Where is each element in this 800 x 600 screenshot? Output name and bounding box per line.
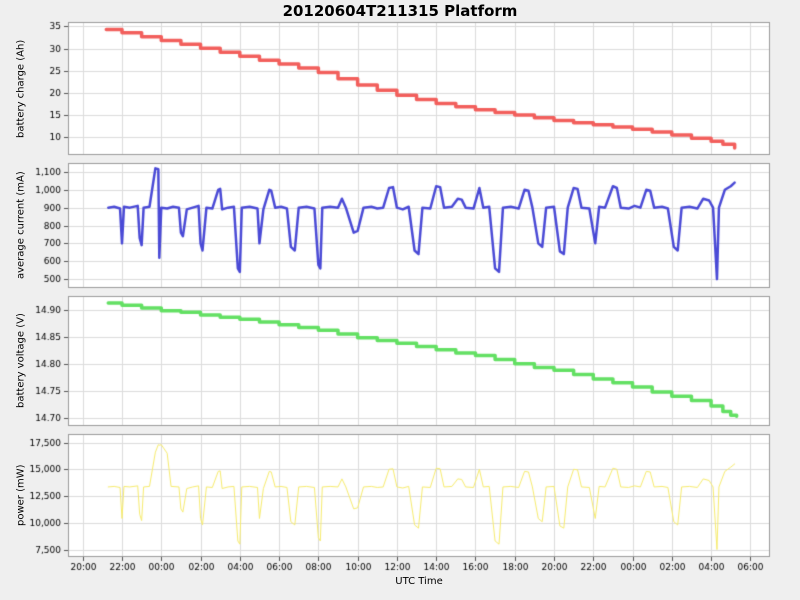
ylabel-power: power (mW) [15, 464, 27, 527]
ylabel-battery-voltage: battery voltage (V) [15, 313, 27, 409]
ylabel-average-current: average current (mA) [15, 171, 27, 280]
xlabel-utc-time: UTC Time [395, 576, 443, 587]
ylabel-battery-charge: battery charge (Ah) [15, 39, 27, 138]
